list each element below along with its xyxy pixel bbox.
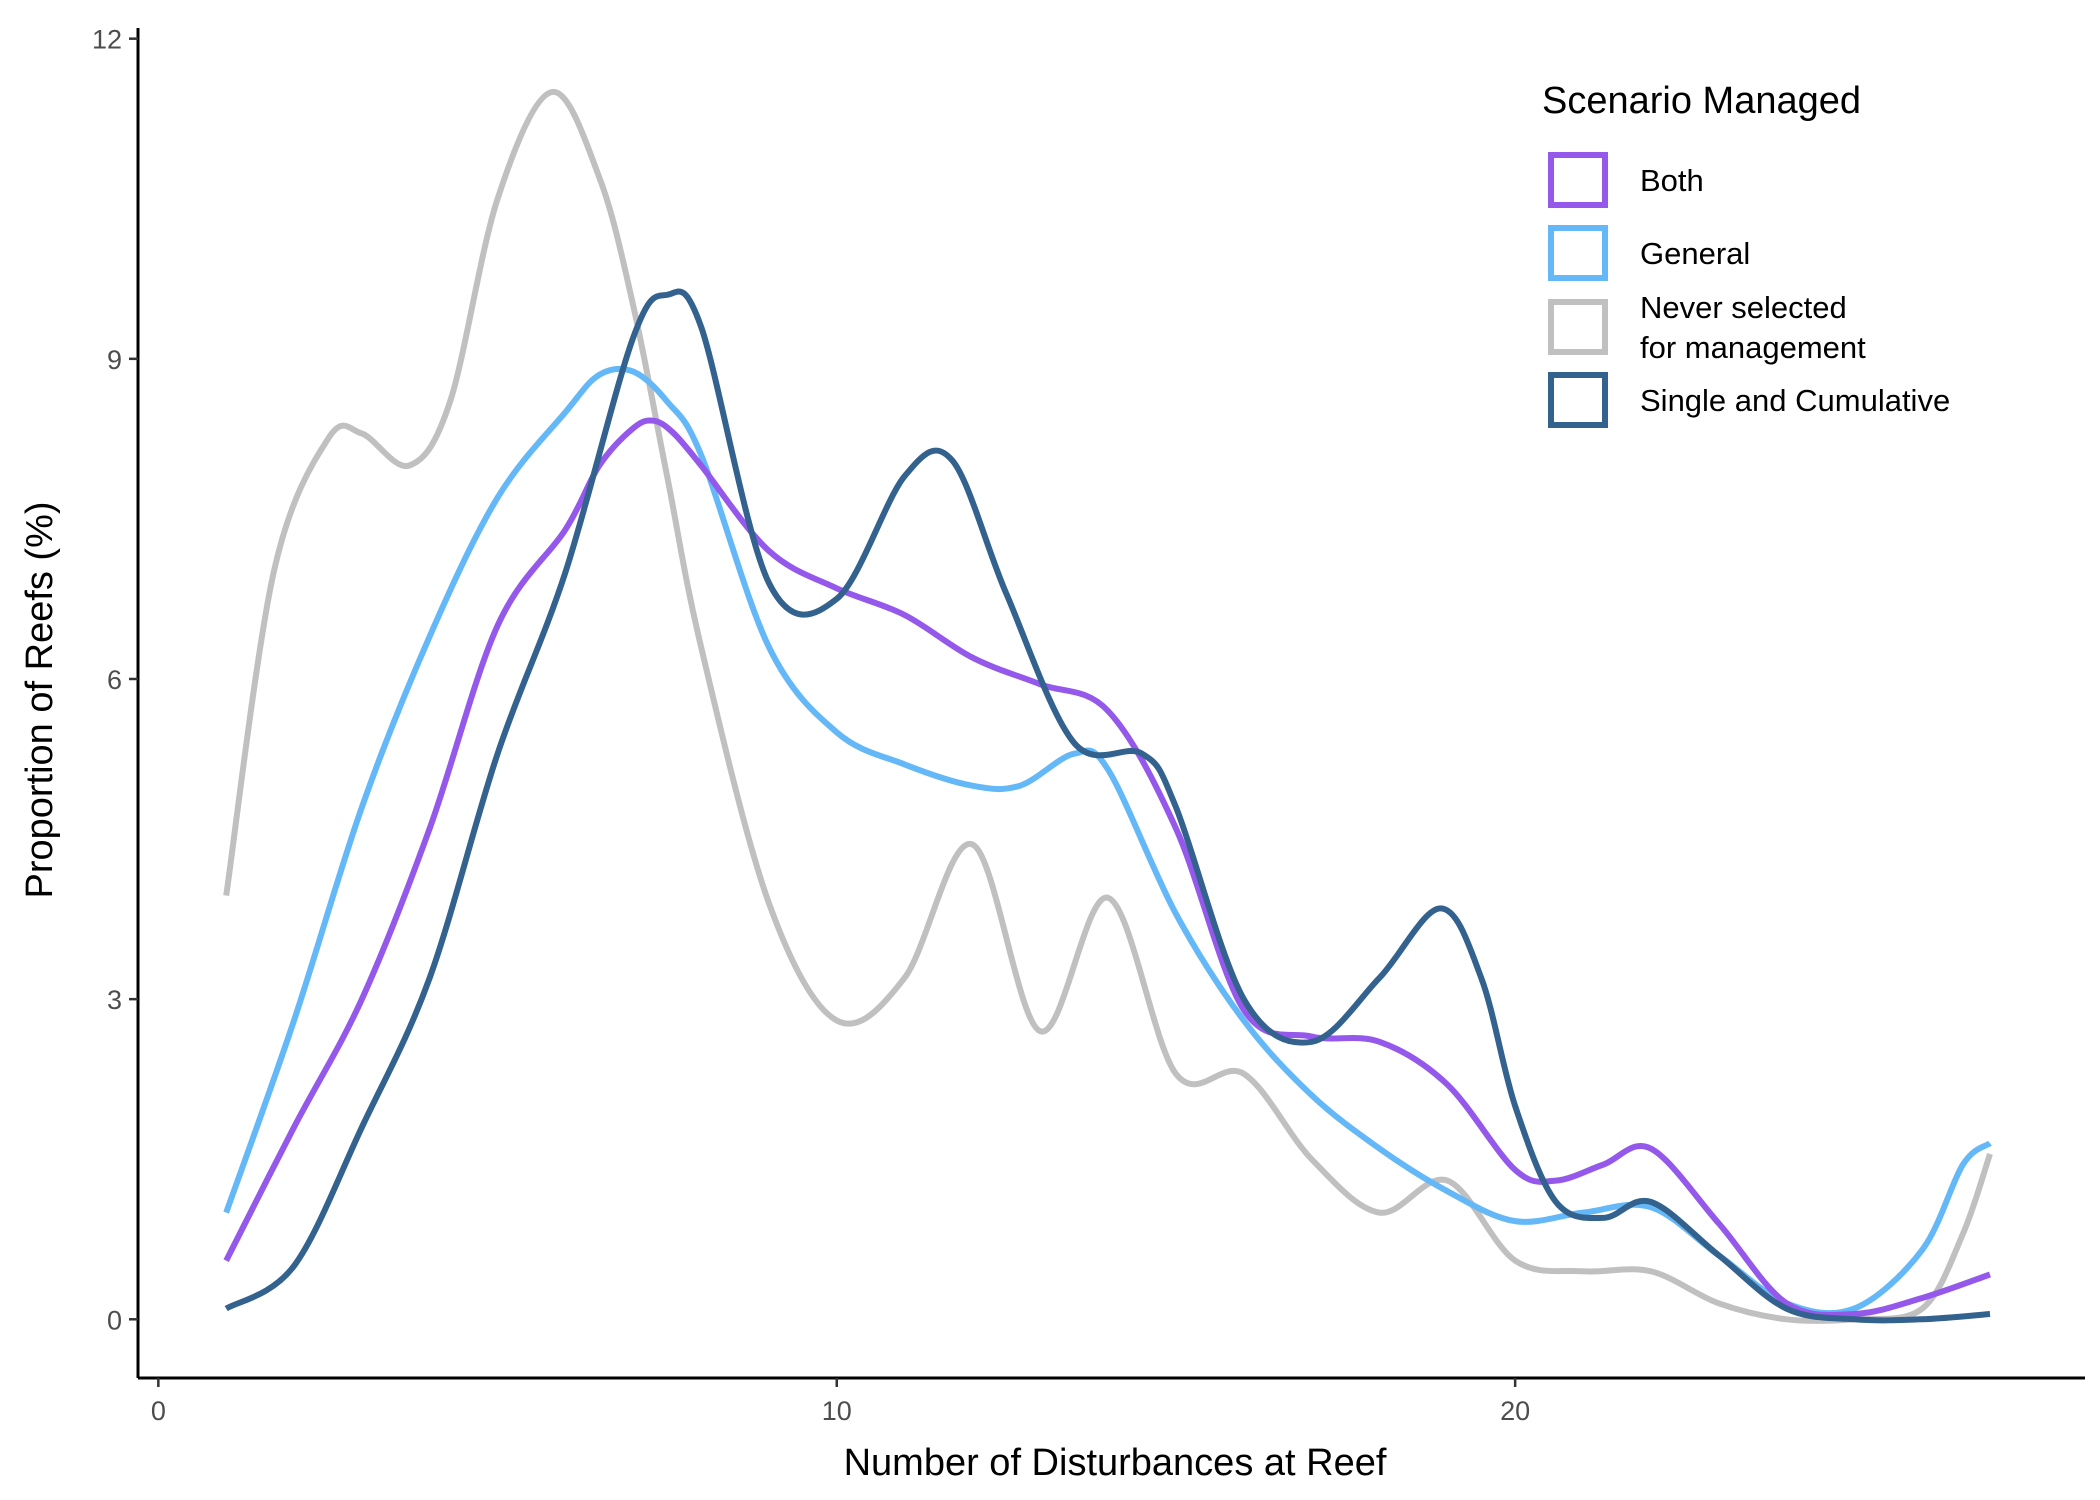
legend-item-general: General	[1548, 225, 1750, 281]
series-line-general	[223, 365, 1992, 1317]
y-tick-label: 12	[92, 25, 122, 55]
y-axis-title: Proportion of Reefs (%)	[19, 501, 61, 898]
x-axis-title: Number of Disturbances at Reef	[844, 1442, 1387, 1484]
legend-key	[1548, 152, 1608, 208]
legend-key	[1548, 225, 1608, 281]
legend-item-never-selected-for-management: Never selected for management	[1548, 290, 1866, 365]
legend: Scenario Managed Both General Never selecte…	[1542, 80, 1950, 428]
y-tick-label: 9	[107, 345, 122, 375]
series-lines	[223, 89, 1993, 1325]
legend-label: General	[1640, 236, 1750, 271]
legend-title: Scenario Managed	[1542, 80, 1861, 122]
y-tick-label: 3	[107, 985, 122, 1015]
legend-item-single-and-cumulative: Single and Cumulative	[1548, 372, 1950, 428]
x-tick-label: 10	[822, 1396, 852, 1426]
legend-label: Both	[1640, 163, 1704, 198]
series-line-single-and-cumulative	[224, 288, 1991, 1324]
legend-key	[1548, 299, 1608, 355]
legend-label: Single and Cumulative	[1640, 383, 1950, 418]
x-tick-label: 0	[151, 1396, 166, 1426]
y-tick-label: 0	[107, 1305, 122, 1335]
x-tick-label: 20	[1500, 1396, 1530, 1426]
y-tick-label: 6	[107, 665, 122, 695]
axes: 0 3 6 9 12 0 10 20	[92, 25, 2085, 1426]
legend-key	[1548, 372, 1608, 428]
legend-item-both: Both	[1548, 152, 1704, 208]
series-line-both	[223, 417, 1991, 1318]
series-line-never-selected-for-management	[223, 89, 1993, 1325]
legend-label: Never selected for management	[1640, 290, 1866, 365]
